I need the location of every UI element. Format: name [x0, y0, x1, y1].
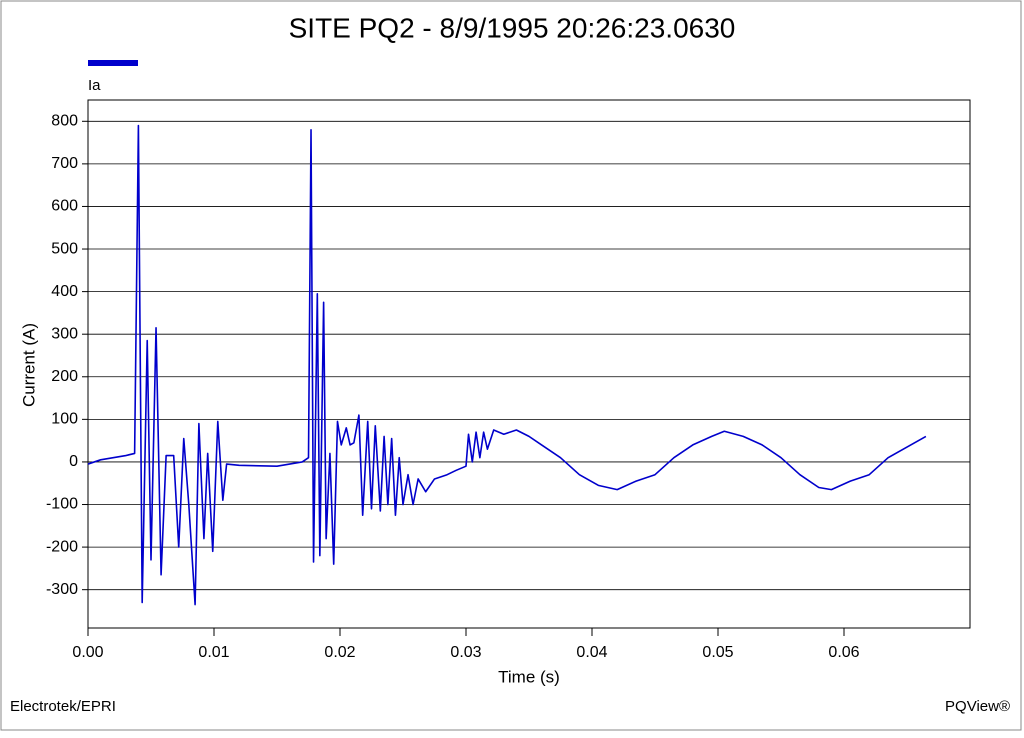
series-line — [87, 124, 927, 606]
y-tick-label: 200 — [51, 368, 78, 385]
y-tick-label: 300 — [51, 325, 78, 342]
y-axis-label: Current (A) — [19, 323, 38, 407]
footer-right: PQView® — [945, 698, 1010, 715]
y-tick-label: 500 — [51, 240, 78, 257]
y-tick-label: -100 — [46, 496, 78, 513]
x-tick-label: 0.04 — [576, 644, 607, 661]
y-tick-label: 600 — [51, 198, 78, 215]
y-tick-label: 400 — [51, 283, 78, 300]
x-tick-label: 0.01 — [198, 644, 229, 661]
y-tick-label: 100 — [51, 411, 78, 428]
x-tick-label: 0.03 — [450, 644, 481, 661]
y-tick-label: 800 — [51, 113, 78, 130]
plot-area — [87, 99, 971, 629]
legend-swatch — [88, 60, 138, 66]
x-tick-label: 0.05 — [702, 644, 733, 661]
chart-title: SITE PQ2 - 8/9/1995 20:26:23.0630 — [289, 12, 736, 43]
footer-left: Electrotek/EPRI — [10, 698, 116, 715]
x-tick-label: 0.06 — [828, 644, 859, 661]
y-tick-label: -200 — [46, 538, 78, 555]
y-tick-label: -300 — [46, 581, 78, 598]
x-tick-label: 0.02 — [324, 644, 355, 661]
x-tick-label: 0.00 — [72, 644, 103, 661]
y-tick-label: 700 — [51, 155, 78, 172]
y-tick-label: 0 — [69, 453, 78, 470]
legend-label: Ia — [88, 77, 101, 94]
x-axis-label: Time (s) — [498, 667, 560, 686]
